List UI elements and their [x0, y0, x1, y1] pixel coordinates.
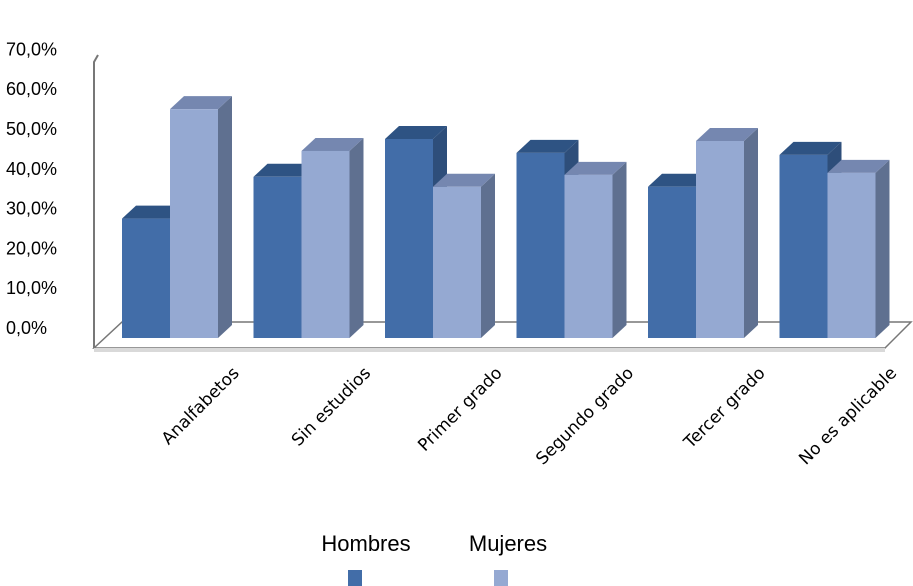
x-category-label: Sin estudios [288, 363, 375, 450]
legend-label-hombres: Hombres [321, 531, 410, 556]
y-tick-label: 20,0% [6, 238, 57, 258]
y-tick-label: 60,0% [6, 79, 57, 99]
bar-mujeres-1 [301, 137, 364, 338]
x-category-label: Analfabetos [158, 363, 244, 449]
y-tick-label: 30,0% [6, 199, 57, 219]
y-axis-line [93, 54, 99, 348]
legend-swatch-hombres [348, 570, 362, 586]
legend-swatch-mujeres [494, 570, 508, 586]
y-tick-label: 40,0% [6, 159, 57, 179]
x-category-label: No es aplicable [795, 363, 901, 469]
legend-label-mujeres: Mujeres [469, 531, 547, 556]
x-category-label: Primer grado [414, 363, 506, 455]
bar-mujeres-4 [696, 127, 758, 339]
y-tick-label: 70,0% [6, 39, 57, 59]
chart-floor-edge [94, 348, 885, 352]
chart-bars [122, 96, 890, 339]
bar-mujeres-0 [170, 96, 232, 339]
bar-mujeres-2 [433, 173, 495, 338]
bar-mujeres-3 [564, 161, 627, 338]
y-tick-label: 10,0% [6, 278, 57, 298]
x-axis-category-labels: Analfabetos Sin estudios Primer grado Segun… [158, 363, 901, 469]
x-category-label: Tercer grado [680, 363, 770, 453]
bar-mujeres-5 [827, 159, 890, 338]
y-axis-tick-labels: 0,0% 10,0% 20,0% 30,0% 40,0% 50,0% 60,0% 70,0% [6, 39, 57, 338]
chart-legend: Hombres Mujeres [321, 531, 547, 586]
y-tick-label: 0,0% [6, 318, 47, 338]
x-category-label: Segundo grado [532, 363, 638, 469]
y-tick-label: 50,0% [6, 119, 57, 139]
